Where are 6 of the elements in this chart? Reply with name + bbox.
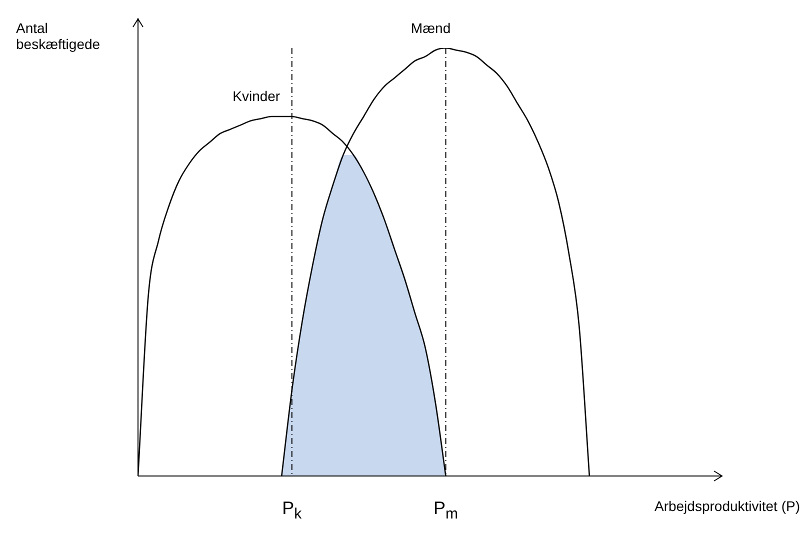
x-axis-title: Arbejdsproduktivitet (P) bbox=[654, 498, 800, 514]
x-tick-label: P$_{k}$ bbox=[282, 498, 302, 523]
y-axis-title: Antal beskæftigede bbox=[16, 20, 102, 52]
x-tick-label: P$_{m}$ bbox=[434, 498, 458, 523]
series-label: Kvinder bbox=[232, 88, 280, 104]
series-label: Mænd bbox=[410, 20, 451, 36]
